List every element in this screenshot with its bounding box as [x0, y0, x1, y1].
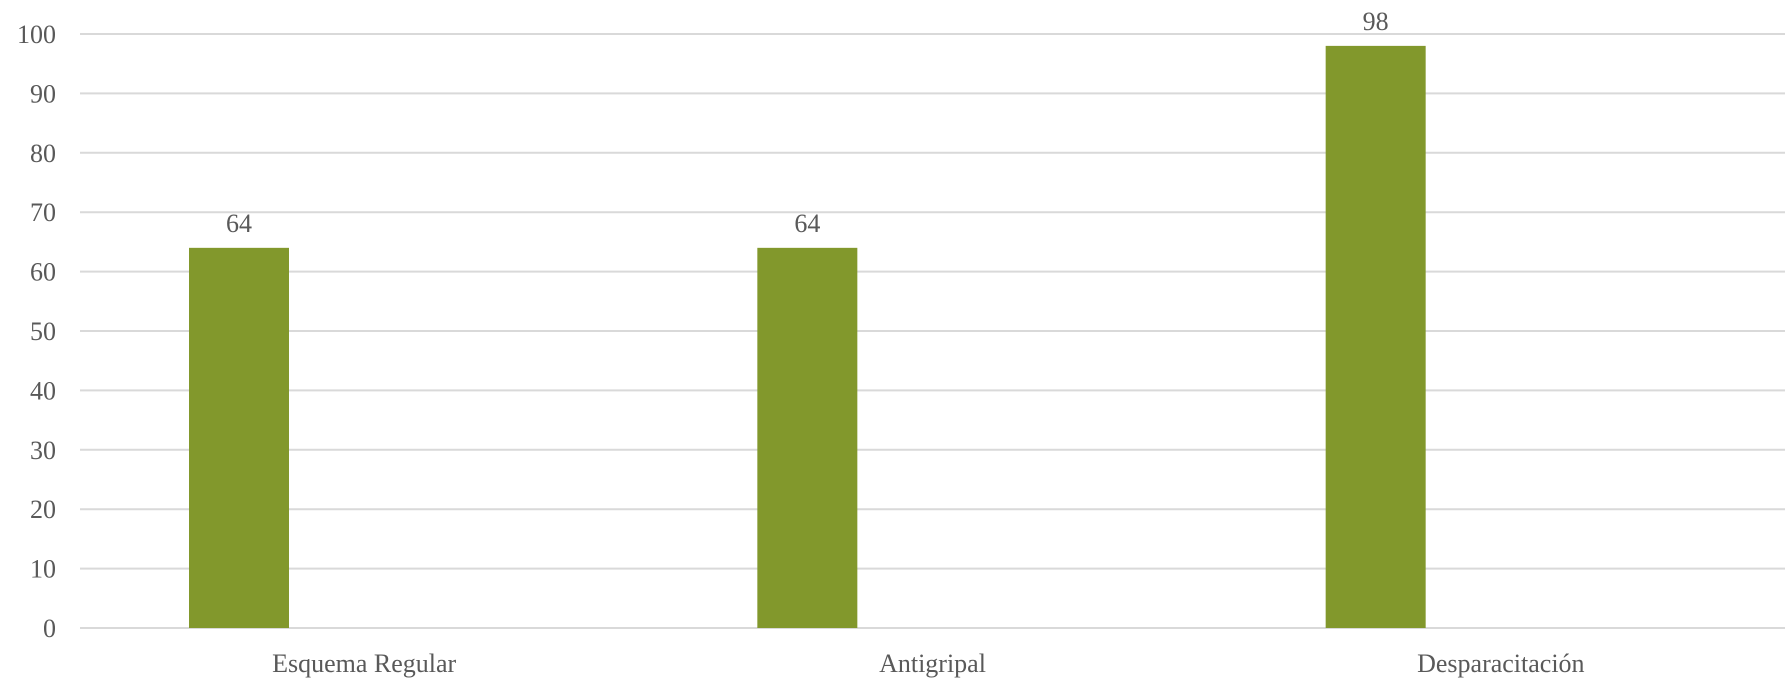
bar	[189, 247, 289, 628]
y-tick-label: 60	[30, 258, 56, 287]
bar-value-label: 64	[794, 209, 820, 238]
bar	[1325, 45, 1426, 628]
y-tick-label: 20	[30, 495, 56, 524]
bar-value-label: 64	[226, 209, 252, 238]
y-tick-label: 50	[30, 317, 56, 346]
x-category-label: Antigripal	[879, 649, 986, 678]
y-tick-label: 10	[30, 555, 56, 584]
data-labels: 64 64 98	[226, 7, 1389, 238]
y-tick-label: 100	[17, 20, 56, 49]
y-tick-label: 90	[30, 79, 56, 108]
y-axis-tick-labels: 0 10 20 30 40 50 60 70 80 90 100	[17, 20, 56, 643]
x-category-label: Esquema Regular	[272, 649, 456, 678]
gridlines	[80, 33, 1785, 629]
x-category-label: Desparacitación	[1417, 649, 1584, 678]
y-tick-label: 30	[30, 436, 56, 465]
bar-value-label: 98	[1363, 7, 1389, 36]
y-tick-label: 0	[43, 614, 56, 643]
bars	[189, 45, 1426, 628]
bar	[757, 247, 858, 628]
y-tick-label: 70	[30, 198, 56, 227]
y-tick-label: 80	[30, 139, 56, 168]
y-tick-label: 40	[30, 376, 56, 405]
x-axis-category-labels: Esquema Regular Antigripal Desparacitación	[272, 649, 1584, 678]
